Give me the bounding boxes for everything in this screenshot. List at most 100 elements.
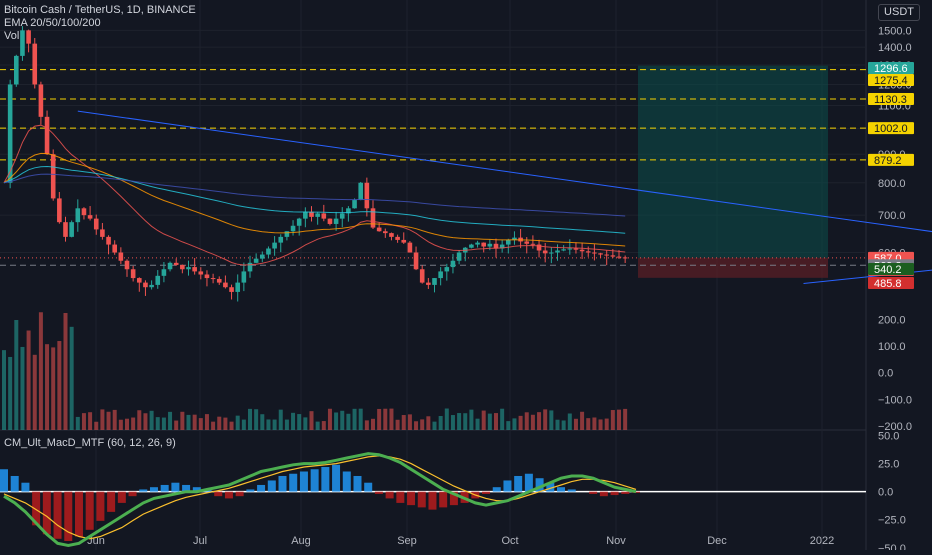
volume-bar — [556, 420, 560, 430]
candle-body — [63, 222, 68, 237]
volume-bar — [365, 420, 369, 430]
macd-histogram-bar — [557, 487, 565, 491]
price-tick-label: 700.0 — [878, 210, 906, 222]
volume-bar — [273, 420, 277, 430]
candle-body — [254, 259, 259, 263]
macd-histogram-bar — [139, 489, 147, 491]
volume-bar — [279, 410, 283, 430]
price-tick-label: 800.0 — [878, 178, 906, 190]
volume-bar — [408, 414, 412, 430]
candle-body — [426, 283, 431, 285]
volume-bar — [457, 413, 461, 430]
candle-body — [506, 240, 511, 245]
macd-histogram-bar — [75, 492, 83, 537]
volume-bar — [488, 414, 492, 430]
candle-body — [549, 253, 554, 254]
volume-bar — [266, 419, 270, 430]
volume-bar — [187, 415, 191, 430]
candle-body — [235, 283, 240, 292]
candle-body — [328, 219, 333, 224]
volume-legend[interactable]: Vol — [4, 30, 19, 42]
candle-body — [112, 245, 117, 253]
volume-bar — [506, 421, 510, 430]
macd-histogram-bar — [418, 492, 426, 508]
volume-bar — [297, 414, 301, 430]
macd-histogram-bar — [386, 492, 394, 499]
x-tick-label: Nov — [606, 535, 626, 547]
volume-bar — [285, 420, 289, 430]
macd-tick-label: 0.0 — [878, 487, 893, 499]
candle-body — [340, 213, 345, 218]
candle-body — [32, 44, 37, 85]
candle-body — [45, 117, 50, 154]
volume-bar — [39, 312, 43, 430]
macd-legend[interactable]: CM_Ult_MacD_MTF (60, 12, 26, 9) — [4, 437, 176, 449]
volume-bar — [180, 412, 184, 430]
candle-body — [481, 243, 486, 247]
candle-body — [186, 267, 191, 269]
candle-body — [432, 278, 437, 285]
candle-body — [119, 253, 124, 261]
volume-bar — [2, 350, 6, 430]
candle-body — [451, 261, 456, 267]
x-tick-label: Sep — [397, 535, 417, 547]
volume-bar — [500, 409, 504, 430]
volume-bar — [168, 412, 172, 430]
candle-body — [149, 285, 154, 287]
ema-line — [4, 174, 625, 216]
macd-histogram-bar — [611, 492, 619, 495]
ema-line — [4, 153, 625, 246]
candle-body — [26, 30, 31, 43]
macd-histogram-bar — [353, 476, 361, 492]
macd-histogram-bar — [321, 467, 329, 492]
volume-bar — [137, 410, 141, 430]
candle-body — [383, 231, 388, 233]
volume-bar — [623, 409, 627, 430]
volume-tick-label: −100.0 — [878, 394, 912, 406]
candle-body — [266, 249, 271, 255]
macd-histogram-bar — [311, 469, 319, 491]
macd-histogram-bar — [171, 483, 179, 492]
candle-body — [457, 253, 462, 261]
candle-body — [260, 255, 265, 259]
volume-bar — [125, 419, 129, 430]
volume-bar — [549, 410, 553, 430]
volume-bar — [131, 418, 135, 430]
candle-body — [598, 253, 603, 254]
candle-body — [555, 251, 560, 253]
volume-bar — [57, 341, 61, 430]
volume-tick-label: 200.0 — [878, 314, 906, 326]
volume-bar — [512, 418, 516, 430]
volume-bar — [592, 417, 596, 430]
symbol-legend[interactable]: Bitcoin Cash / TetherUS, 1D, BINANCE — [4, 4, 196, 16]
x-tick-label: Dec — [707, 535, 727, 547]
volume-bar — [82, 413, 86, 430]
candle-body — [199, 271, 204, 274]
volume-bar — [217, 417, 221, 430]
x-tick-label: 2022 — [810, 535, 834, 547]
currency-selector[interactable]: USDT — [878, 4, 920, 21]
volume-bar — [143, 413, 147, 430]
macd-histogram-bar — [503, 480, 511, 491]
volume-bar — [310, 411, 314, 430]
candle-body — [543, 251, 548, 254]
macd-histogram-bar — [621, 492, 629, 494]
macd-histogram-bar — [107, 492, 115, 512]
volume-bar — [291, 413, 295, 430]
candle-body — [57, 198, 62, 222]
volume-bar — [20, 347, 24, 430]
candle-body — [272, 243, 277, 249]
ema-legend[interactable]: EMA 20/50/100/200 — [4, 17, 101, 29]
candle-body — [248, 263, 253, 272]
volume-bar — [346, 414, 350, 430]
volume-bar — [303, 417, 307, 430]
volume-bar — [353, 409, 357, 430]
candle-body — [217, 279, 222, 283]
volume-bar — [14, 320, 18, 430]
volume-bar — [193, 415, 197, 430]
candle-body — [106, 237, 111, 245]
volume-bar — [599, 419, 603, 430]
candle-body — [408, 243, 413, 253]
